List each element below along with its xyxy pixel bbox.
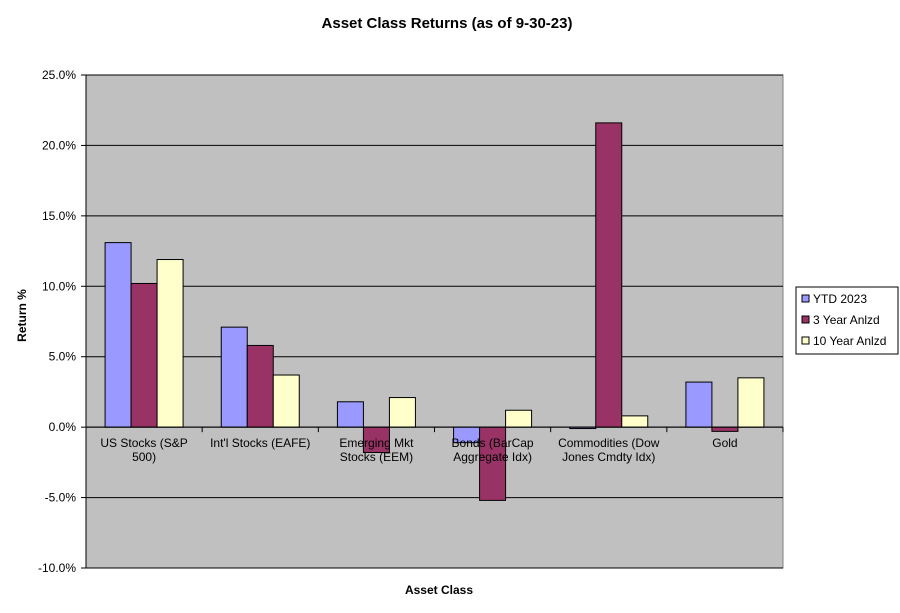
category-label: Bonds (BarCap <box>452 436 534 450</box>
y-tick-label: -10.0% <box>38 561 76 575</box>
x-axis-title: Asset Class <box>405 583 473 597</box>
chart-title: Asset Class Returns (as of 9-30-23) <box>322 15 573 32</box>
bar-series-2-cat-2 <box>388 397 416 428</box>
legend-label: YTD 2023 <box>813 292 867 306</box>
bar-series-0-cat-5 <box>685 381 713 428</box>
bar-series-2-cat-0 <box>156 259 184 428</box>
bar-series-2-cat-3 <box>505 409 533 428</box>
y-axis-title: Return % <box>15 289 29 342</box>
bar-series-2-cat-5 <box>737 377 765 428</box>
bar-series-1-cat-5 <box>711 426 739 432</box>
bar-series-1-cat-0 <box>130 282 158 428</box>
category-label: Aggregate Idx) <box>453 450 532 464</box>
category-label: Stocks (EEM) <box>340 450 413 464</box>
legend-label: 3 Year Anlzd <box>813 313 880 327</box>
bar-series-0-cat-0 <box>104 242 132 428</box>
bar-series-1-cat-4 <box>595 122 623 428</box>
legend-swatch <box>801 336 810 345</box>
y-tick-label: 5.0% <box>49 350 77 364</box>
y-tick-label: 0.0% <box>49 420 77 434</box>
bar-series-0-cat-1 <box>220 326 248 428</box>
category-label: Emerging Mkt <box>339 436 414 450</box>
y-tick-label: 25.0% <box>42 68 76 82</box>
bar-series-1-cat-3 <box>479 426 507 501</box>
y-tick-label: 10.0% <box>42 279 76 293</box>
category-label: 500) <box>132 450 156 464</box>
category-label: Jones Cmdty Idx) <box>562 450 655 464</box>
y-tick-label: -5.0% <box>45 491 77 505</box>
category-label: Int'l Stocks (EAFE) <box>210 436 310 450</box>
category-label: Gold <box>712 436 737 450</box>
plot-area <box>85 74 784 569</box>
legend-label: 10 Year Anlzd <box>813 334 886 348</box>
legend-swatch <box>801 315 810 324</box>
bars <box>104 122 765 501</box>
y-tick-label: 20.0% <box>42 138 76 152</box>
bar-series-0-cat-2 <box>336 401 364 428</box>
y-tick-label: 15.0% <box>42 209 76 223</box>
legend-swatch <box>801 294 810 303</box>
bar-series-1-cat-2 <box>362 426 390 453</box>
bar-series-2-cat-1 <box>272 374 300 428</box>
bar-series-2-cat-4 <box>621 415 649 428</box>
y-axis-ticks: -10.0% -5.0% 0.0% 5.0% 10.0% 15.0% 20.0% 25.0% <box>38 68 87 575</box>
bar-series-1-cat-1 <box>246 344 274 428</box>
category-label: US Stocks (S&P <box>100 436 187 450</box>
legend: YTD 2023 3 Year Anlzd 10 Year Anlzd <box>795 286 899 355</box>
legend-box <box>795 286 899 355</box>
category-label: Commodities (Dow <box>558 436 660 450</box>
x-axis <box>85 426 784 433</box>
